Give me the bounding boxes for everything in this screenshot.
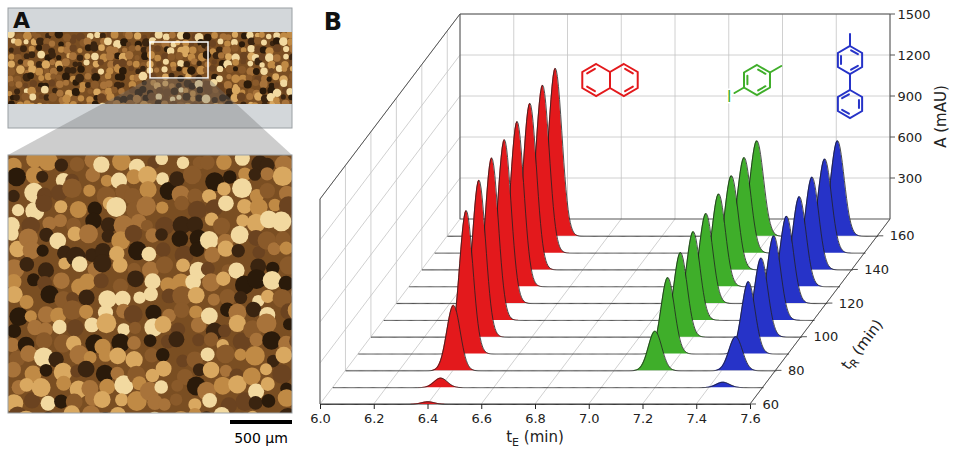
svg-text:A (mAU): A (mAU) [932,85,950,148]
svg-text:80: 80 [788,363,805,378]
svg-text:300: 300 [898,171,923,186]
svg-text:7.4: 7.4 [686,411,707,426]
svg-text:A: A [13,8,30,33]
svg-text:1200: 1200 [898,48,931,63]
svg-text:I: I [727,88,731,106]
svg-text:120: 120 [839,296,864,311]
svg-text:6.8: 6.8 [525,411,546,426]
svg-text:500 μm: 500 μm [234,430,288,446]
svg-text:7.6: 7.6 [740,411,761,426]
svg-text:160: 160 [890,228,915,243]
svg-text:1500: 1500 [898,7,931,22]
svg-text:6.6: 6.6 [471,411,492,426]
svg-text:60: 60 [763,397,780,412]
svg-text:100: 100 [813,329,838,344]
svg-text:7.2: 7.2 [633,411,654,426]
svg-text:6.2: 6.2 [364,411,385,426]
svg-text:140: 140 [864,262,889,277]
svg-text:600: 600 [898,130,923,145]
svg-text:7.0: 7.0 [579,411,600,426]
svg-text:B: B [324,8,342,36]
svg-text:tR (min): tR (min) [837,316,889,375]
svg-text:tE (min): tE (min) [506,428,564,449]
svg-text:900: 900 [898,89,923,104]
svg-text:6.4: 6.4 [418,411,439,426]
svg-text:6.0: 6.0 [310,411,331,426]
